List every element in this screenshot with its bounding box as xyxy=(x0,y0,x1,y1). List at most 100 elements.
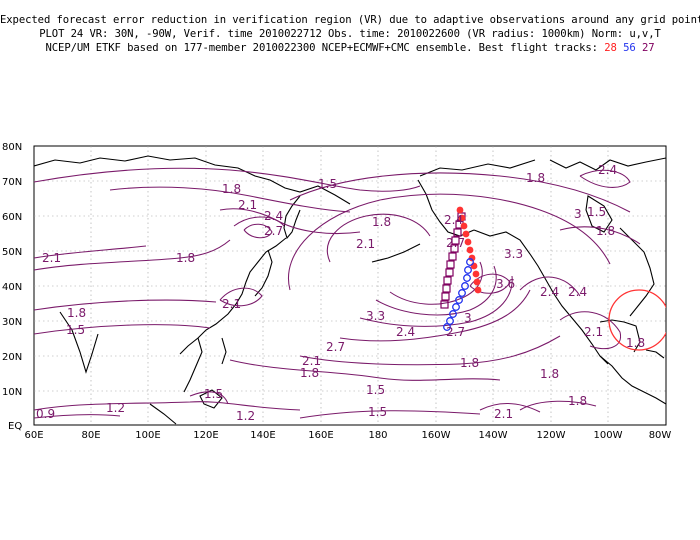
aleutians xyxy=(371,243,421,263)
contour-1.5-mid xyxy=(34,324,211,335)
contour-1.8-east xyxy=(559,226,641,245)
asia-north-coast xyxy=(34,155,351,205)
indochina-coast xyxy=(183,337,203,393)
lat-label: 10N xyxy=(2,387,22,398)
contour-label: 1.5 xyxy=(587,205,606,219)
header-line-2: PLOT 24 VR: 30N, -90W, Verif. time 20100… xyxy=(39,28,661,40)
lon-label: 160E xyxy=(308,430,333,441)
contour-label: 2.7 xyxy=(326,340,345,354)
contour-3-inner xyxy=(375,265,497,316)
lon-label: 60E xyxy=(24,430,43,441)
contour-label: 0.9 xyxy=(36,407,55,421)
contour-label: 2.7 xyxy=(446,236,465,250)
contour-1.5-se xyxy=(299,410,481,419)
contour-label: 2.1 xyxy=(494,407,513,421)
contour-labels: 1.5 1.8 1.8 2.1 2.4 2.7 2.1 1.8 2.1 2.4 … xyxy=(36,163,645,423)
contour-label: 1.2 xyxy=(236,409,255,423)
contour-label: 1.8 xyxy=(460,356,479,370)
contour-label: 1.8 xyxy=(372,215,391,229)
lon-label: 80W xyxy=(649,430,672,441)
lat-label: EQ xyxy=(8,421,22,432)
sumatra xyxy=(149,403,177,425)
lon-label: 120E xyxy=(193,430,218,441)
contour-2.1-east xyxy=(559,311,622,350)
contour-label: 2.4 xyxy=(598,163,617,177)
header-line-3-prefix: NCEP/UM ETKF based on 177-member 2010022… xyxy=(45,42,605,54)
contour-2.1-loop xyxy=(326,213,431,263)
track-27-label: 27 xyxy=(641,42,655,54)
contour-label: 2.4 xyxy=(540,285,559,299)
contour-1.8-north xyxy=(109,186,351,213)
contour-label: 1.8 xyxy=(222,182,241,196)
canada-islands xyxy=(549,157,666,171)
contour-label: 1.2 xyxy=(106,401,125,415)
contour-label: 1.8 xyxy=(568,394,587,408)
alaska-north-coast xyxy=(419,159,536,177)
lon-label: 140W xyxy=(479,430,508,441)
lat-label: 30N xyxy=(2,317,22,328)
contour-2.1-inner xyxy=(299,335,561,366)
contour-label: 1.5 xyxy=(368,405,387,419)
contour-1.8-big xyxy=(288,193,611,291)
contour-label: 1.8 xyxy=(596,224,615,238)
lon-label: 100W xyxy=(594,430,623,441)
contour-1.8-se xyxy=(519,400,597,411)
contour-label: 2.4 xyxy=(264,209,283,223)
contour-label: 3.6 xyxy=(496,277,515,291)
contours xyxy=(34,167,641,419)
track-28-label: 28 xyxy=(604,42,617,54)
hudson-bay xyxy=(585,195,613,233)
contour-label: 2.1 xyxy=(584,325,603,339)
contour-3.6-inner xyxy=(469,273,511,294)
latitude-labels: 80N 70N 60N 50N 40N 30N 20N 10N EQ xyxy=(2,142,22,432)
lon-label: 120W xyxy=(537,430,566,441)
lat-label: 20N xyxy=(2,352,22,363)
contour-1.2-south xyxy=(34,401,301,411)
contour-2.7-jp xyxy=(243,223,273,239)
contour-label: 2.1 xyxy=(238,198,257,212)
flight-track-28 xyxy=(456,206,482,294)
contour-label: 2.7 xyxy=(446,325,465,339)
contour-label: 1.8 xyxy=(300,366,319,380)
caribbean xyxy=(645,349,665,359)
japan-coast xyxy=(254,249,273,297)
lon-label: 180 xyxy=(368,430,387,441)
east-asia-coast xyxy=(179,237,287,355)
lat-label: 40N xyxy=(2,282,22,293)
longitude-labels: 60E 80E 100E 120E 140E 160E 180 160W 140… xyxy=(24,430,671,441)
contour-2.4-ne xyxy=(579,169,631,188)
contour-label: 1.8 xyxy=(626,336,645,350)
contour-1.5-north xyxy=(34,167,421,192)
contour-2.4-jp xyxy=(233,216,285,227)
contour-0.9 xyxy=(34,414,121,419)
contour-label: 1.5 xyxy=(366,383,385,397)
lat-label: 60N xyxy=(2,212,22,223)
verification-region-circle xyxy=(608,289,666,351)
contour-label: 1.8 xyxy=(526,171,545,185)
contour-label: 1.8 xyxy=(176,251,195,265)
contour-label: 2.4 xyxy=(396,325,415,339)
contour-1.8-asia xyxy=(34,239,231,271)
contour-label: 2.1 xyxy=(302,354,321,368)
contour-label: 3 xyxy=(464,311,472,325)
contour-label: 2.4 xyxy=(444,213,463,227)
central-america xyxy=(599,355,666,405)
contour-1.5-s2 xyxy=(189,391,229,405)
lat-label: 50N xyxy=(2,247,22,258)
contour-label: 2.1 xyxy=(42,251,61,265)
contour-label: 1.8 xyxy=(540,367,559,381)
contour-1.8-s xyxy=(229,359,501,381)
contour-label: 2.4 xyxy=(568,285,587,299)
lon-label: 80E xyxy=(81,430,100,441)
philippines xyxy=(221,337,227,365)
lon-label: 100E xyxy=(135,430,160,441)
contour-label: 2.1 xyxy=(356,237,375,251)
contour-2.1-se xyxy=(479,402,541,413)
contour-label: 1.5 xyxy=(66,323,85,337)
contour-1.8-mid xyxy=(34,299,217,311)
lat-label: 80N xyxy=(2,142,22,153)
contour-2.7-inner xyxy=(359,275,513,327)
lat-label: 70N xyxy=(2,177,22,188)
flight-track-56 xyxy=(443,258,474,331)
